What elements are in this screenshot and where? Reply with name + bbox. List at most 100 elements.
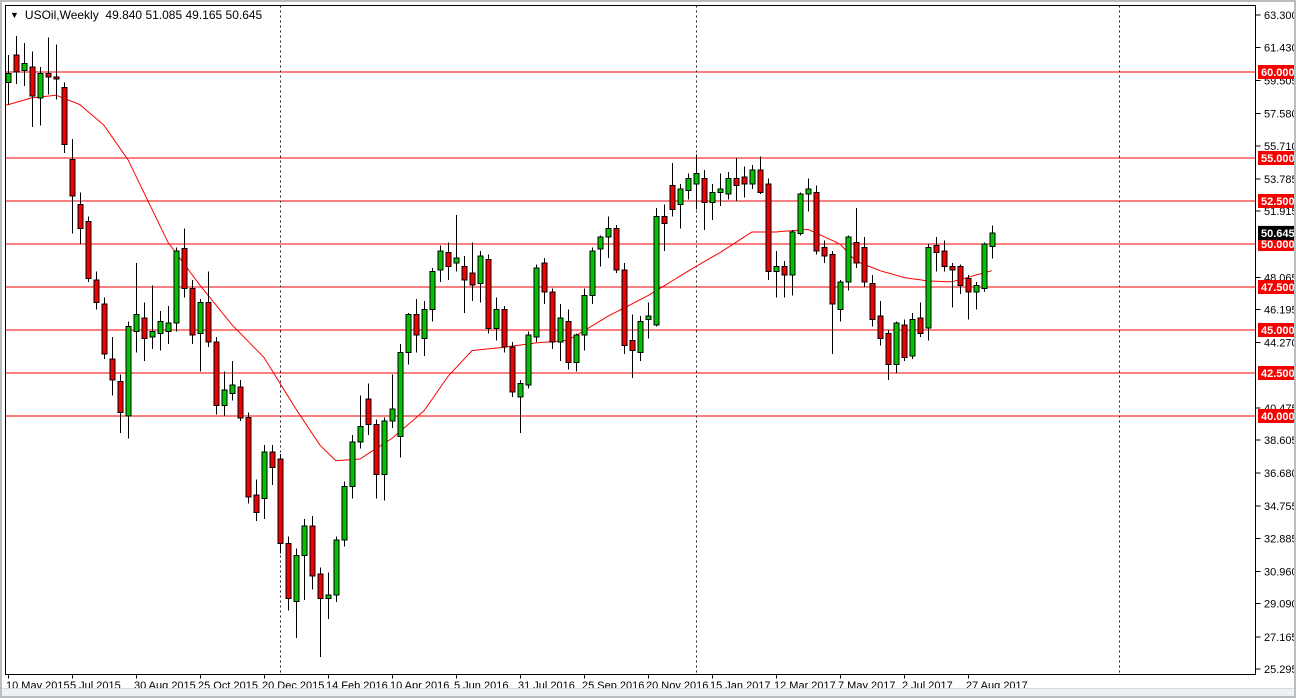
candle-down[interactable] (77, 203, 84, 229)
candle-down[interactable] (245, 417, 252, 498)
candle-up[interactable] (165, 322, 172, 333)
candle-down[interactable] (309, 525, 316, 577)
candle-down[interactable] (917, 317, 924, 334)
candle-up[interactable] (477, 255, 484, 284)
candle-down[interactable] (501, 308, 508, 348)
candle-down[interactable] (109, 358, 116, 381)
candle-up[interactable] (973, 284, 980, 293)
candle-down[interactable] (757, 169, 764, 193)
candle-down[interactable] (317, 573, 324, 599)
candle-up[interactable] (717, 188, 724, 193)
candle-down[interactable] (61, 87, 68, 145)
candle-up[interactable] (749, 169, 756, 185)
candle-down[interactable] (901, 324, 908, 358)
candle-up[interactable] (21, 62, 28, 71)
candle-up[interactable] (773, 265, 780, 273)
candle-down[interactable] (669, 185, 676, 211)
candle-down[interactable] (861, 246, 868, 283)
candle-down[interactable] (85, 221, 92, 279)
candle-up[interactable] (229, 384, 236, 395)
candle-down[interactable] (141, 317, 148, 340)
candle-up[interactable] (709, 191, 716, 204)
candle-down[interactable] (957, 265, 964, 286)
candle-up[interactable] (301, 525, 308, 556)
candle-up[interactable] (909, 319, 916, 357)
candle-down[interactable] (365, 398, 372, 426)
candle-up[interactable] (789, 231, 796, 276)
candle-down[interactable] (941, 250, 948, 267)
candle-up[interactable] (429, 271, 436, 310)
candle-down[interactable] (781, 265, 788, 276)
candle-up[interactable] (173, 250, 180, 324)
candle-up[interactable] (557, 317, 564, 343)
candle-down[interactable] (469, 272, 476, 286)
candle-down[interactable] (701, 178, 708, 204)
candle-up[interactable] (693, 173, 700, 185)
candle-up[interactable] (325, 594, 332, 599)
candle-down[interactable] (869, 283, 876, 321)
candle-down[interactable] (69, 159, 76, 197)
candle-up[interactable] (333, 539, 340, 596)
candle-up[interactable] (637, 320, 644, 353)
candle-down[interactable] (277, 458, 284, 544)
candle-up[interactable] (341, 486, 348, 541)
candle-down[interactable] (741, 176, 748, 185)
candle-up[interactable] (493, 308, 500, 329)
candle-down[interactable] (829, 253, 836, 305)
candle-up[interactable] (125, 326, 132, 417)
candle-up[interactable] (389, 408, 396, 422)
candle-up[interactable] (437, 250, 444, 271)
candle-down[interactable] (445, 252, 452, 267)
candle-down[interactable] (765, 183, 772, 272)
candle-up[interactable] (645, 315, 652, 321)
candle-down[interactable] (205, 302, 212, 343)
candle-down[interactable] (933, 245, 940, 254)
candle-down[interactable] (949, 265, 956, 271)
candle-up[interactable] (381, 420, 388, 476)
candle-up[interactable] (133, 314, 140, 333)
candle-down[interactable] (45, 73, 52, 78)
candle-down[interactable] (877, 315, 884, 340)
candle-up[interactable] (525, 334, 532, 386)
candle-up[interactable] (453, 257, 460, 264)
candle-down[interactable] (541, 262, 548, 293)
candle-down[interactable] (613, 228, 620, 271)
candle-up[interactable] (421, 308, 428, 340)
price-axis[interactable]: 63.30061.43059.50557.58055.71053.78551.9… (1255, 10, 1296, 676)
candle-up[interactable] (349, 441, 356, 487)
candle-up[interactable] (597, 236, 604, 250)
candle-up[interactable] (157, 320, 164, 334)
candle-up[interactable] (357, 425, 364, 443)
candle-up[interactable] (573, 334, 580, 364)
candle-up[interactable] (925, 246, 932, 329)
candle-down[interactable] (661, 216, 668, 224)
candle-down[interactable] (373, 424, 380, 476)
candle-up[interactable] (197, 302, 204, 334)
chart-menu-arrow-icon[interactable]: ▼ (10, 10, 19, 20)
candle-down[interactable] (189, 288, 196, 336)
candle-down[interactable] (965, 277, 972, 293)
candle-up[interactable] (989, 232, 996, 248)
candle-up[interactable] (685, 178, 692, 192)
candle-down[interactable] (29, 66, 36, 97)
candle-down[interactable] (253, 494, 260, 513)
candle-up[interactable] (149, 331, 156, 338)
candle-down[interactable] (117, 381, 124, 414)
candle-up[interactable] (605, 228, 612, 238)
candle-down[interactable] (213, 341, 220, 407)
candle-up[interactable] (805, 188, 812, 195)
candle-down[interactable] (461, 265, 468, 281)
candle-up[interactable] (405, 314, 412, 353)
candle-up[interactable] (677, 188, 684, 205)
candle-down[interactable] (13, 54, 20, 73)
candle-up[interactable] (261, 451, 268, 500)
candle-down[interactable] (269, 451, 276, 469)
candle-up[interactable] (845, 236, 852, 283)
candle-down[interactable] (181, 247, 188, 290)
candle-up[interactable] (517, 382, 524, 398)
candle-up[interactable] (725, 178, 732, 195)
candle-down[interactable] (237, 386, 244, 419)
candle-down[interactable] (53, 76, 60, 80)
candle-up[interactable] (293, 554, 300, 603)
candle-down[interactable] (629, 339, 636, 352)
